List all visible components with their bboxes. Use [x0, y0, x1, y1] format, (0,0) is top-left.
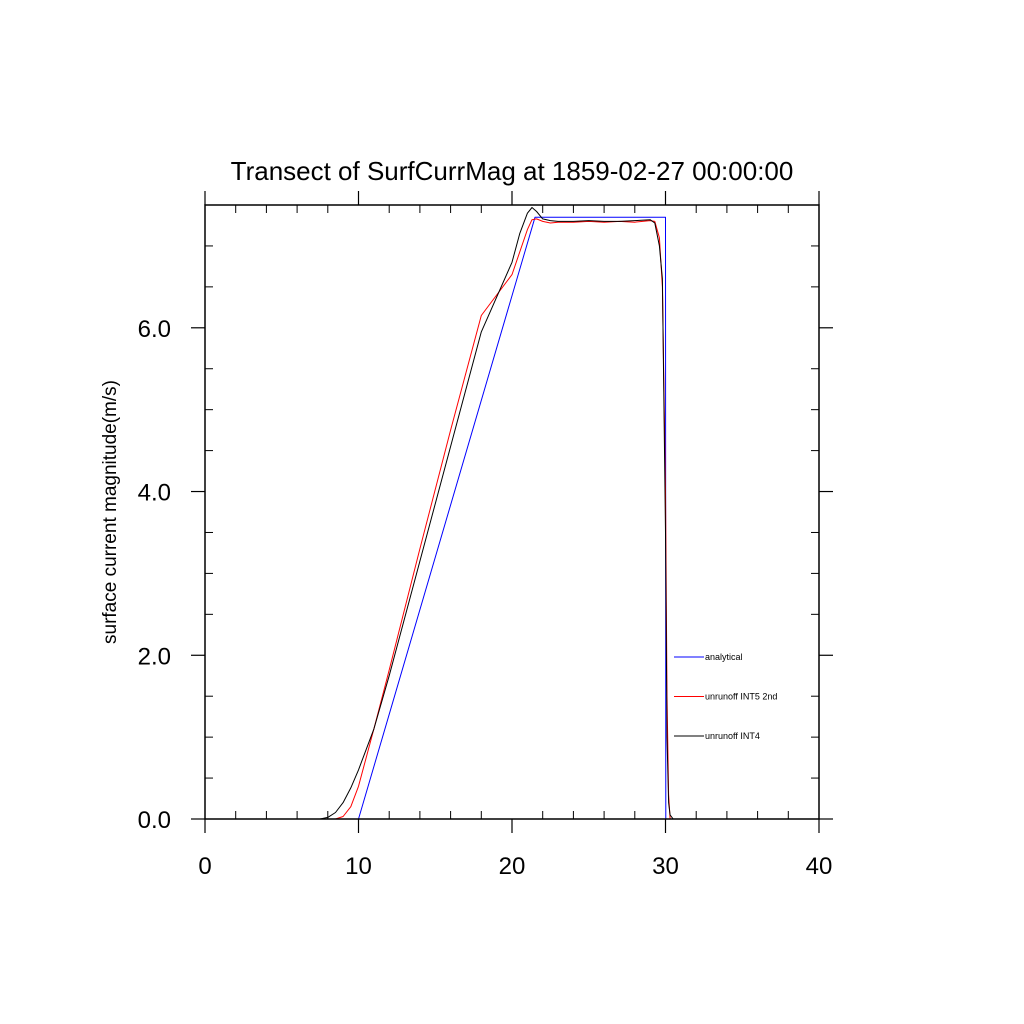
y-tick-label: 6.0 [138, 316, 171, 343]
legend-label-analytical: analytical [705, 652, 743, 662]
y-tick-label: 4.0 [138, 480, 171, 507]
series-line-unrunoff-int4 [205, 207, 819, 820]
y-tick-label: 0.0 [138, 807, 171, 834]
x-tick-label: 40 [806, 853, 833, 880]
series-lines [205, 207, 819, 820]
chart-title: Transect of SurfCurrMag at 1859-02-27 00… [231, 156, 794, 186]
tick-labels: 0 10 20 30 40 0.0 2.0 4.0 6.0 [138, 316, 833, 880]
legend-label-unrunoff-int4: unrunoff INT4 [705, 731, 760, 741]
y-axis-label: surface current magnitude(m/s) [100, 380, 121, 644]
series-line-unrunoff-int5-2nd [205, 218, 819, 820]
y-tick-label: 2.0 [138, 643, 171, 670]
axis-ticks [191, 191, 833, 833]
plot-frame [204, 204, 820, 820]
x-tick-label: 30 [652, 853, 679, 880]
series-line-analytical [205, 216, 819, 820]
x-tick-label: 0 [198, 853, 211, 880]
legend: analytical unrunoff INT5 2nd unrunoff INT4 [674, 652, 777, 741]
x-tick-label: 20 [499, 853, 526, 880]
x-tick-label: 10 [345, 853, 372, 880]
legend-label-unrunoff-int5-2nd: unrunoff INT5 2nd [705, 692, 777, 702]
